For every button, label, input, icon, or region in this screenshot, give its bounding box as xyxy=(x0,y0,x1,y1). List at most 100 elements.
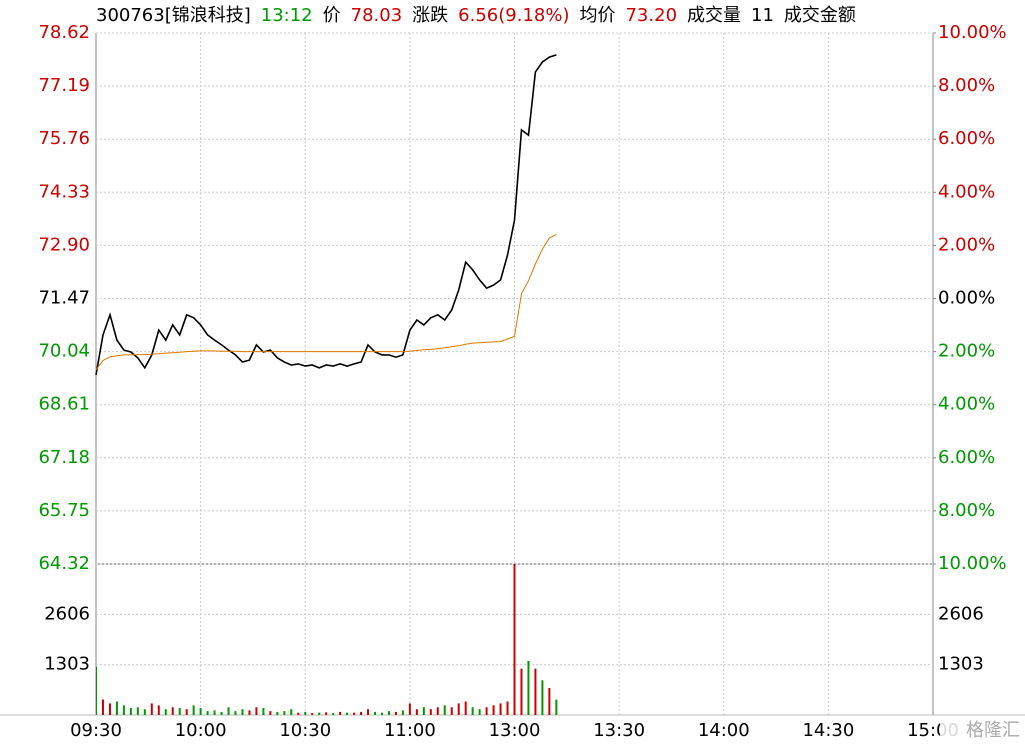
volume-bar xyxy=(115,701,118,715)
volume-bar xyxy=(367,709,370,715)
volume-bar xyxy=(380,712,383,715)
y2-tick-label: 8.00% xyxy=(938,500,995,521)
header-item: 300763[锦浪科技] xyxy=(96,5,251,26)
volume-tick-label: 2606 xyxy=(44,603,90,624)
x-tick-label: 13:00 xyxy=(489,720,541,741)
y-tick-label: 74.33 xyxy=(38,181,90,202)
y-tick-label: 65.75 xyxy=(38,500,90,521)
volume-bar xyxy=(325,712,328,715)
volume-bar xyxy=(269,711,272,715)
x-tick-label: 13:30 xyxy=(593,720,645,741)
volume-bar xyxy=(464,701,467,715)
volume-bar xyxy=(506,701,509,715)
volume-bar xyxy=(206,711,209,715)
volume-bar xyxy=(199,708,202,715)
volume-bar xyxy=(101,699,104,715)
volume-bar xyxy=(129,708,132,715)
volume-bar xyxy=(429,709,432,715)
y-tick-label: 70.04 xyxy=(38,341,90,362)
volume-bar xyxy=(136,707,139,715)
volume-bar xyxy=(408,703,411,715)
volume-bar xyxy=(360,711,363,715)
volume-bar xyxy=(499,703,502,715)
header-item: 6.56(9.18%) xyxy=(458,5,569,26)
header-item: 73.20 xyxy=(625,5,677,26)
volume-bar xyxy=(276,711,279,715)
y-tick-label: 67.18 xyxy=(38,447,90,468)
volume-tick-label: 2606 xyxy=(938,603,984,624)
volume-bar xyxy=(122,705,125,715)
volume-bar xyxy=(318,712,321,715)
volume-bar xyxy=(220,711,223,715)
header-item: 78.03 xyxy=(351,5,403,26)
volume-bar xyxy=(492,705,495,715)
watermark-bg xyxy=(940,718,1025,744)
volume-bar xyxy=(555,699,558,715)
volume-bar xyxy=(234,711,237,715)
volume-bar xyxy=(527,660,530,715)
volume-bar xyxy=(353,712,356,715)
y2-tick-label: 4.00% xyxy=(938,181,995,202)
volume-bar xyxy=(164,709,167,715)
volume-bar xyxy=(171,707,174,715)
volume-bar xyxy=(387,711,390,715)
volume-bar xyxy=(108,703,111,715)
volume-bar xyxy=(297,712,300,715)
x-tick-label: 10:30 xyxy=(279,720,331,741)
volume-bar xyxy=(478,709,481,715)
volume-bar xyxy=(346,712,349,715)
volume-bar xyxy=(213,710,216,715)
header-item: 成交量 xyxy=(687,5,741,26)
y2-tick-label: 10.00% xyxy=(938,553,1007,574)
y2-tick-label: 4.00% xyxy=(938,394,995,415)
header-item: 均价 xyxy=(579,5,615,26)
volume-tick-label: 1303 xyxy=(44,654,90,675)
volume-bar xyxy=(283,711,286,715)
y-tick-label: 72.90 xyxy=(38,234,90,255)
y-tick-label: 75.76 xyxy=(38,128,90,149)
volume-tick-label: 1303 xyxy=(938,654,984,675)
header-item: 13:12 xyxy=(261,5,313,26)
volume-bar xyxy=(262,708,265,715)
volume-bar xyxy=(227,707,230,715)
volume-bars xyxy=(96,564,558,715)
y2-tick-label: 10.00% xyxy=(938,22,1007,43)
volume-bar xyxy=(339,711,342,715)
header-item: 价 xyxy=(323,5,341,26)
x-tick-label: 14:30 xyxy=(802,720,854,741)
y-tick-label: 64.32 xyxy=(38,553,90,574)
header-item: 11 xyxy=(751,5,774,26)
volume-bar xyxy=(192,705,195,715)
volume-bar xyxy=(178,708,181,715)
volume-bar xyxy=(394,711,397,715)
volume-bar xyxy=(241,709,244,715)
price-line xyxy=(95,233,557,371)
volume-bar xyxy=(471,707,474,715)
volume-bar xyxy=(150,703,153,715)
volume-bar xyxy=(143,709,146,715)
price-line xyxy=(95,54,557,376)
volume-bar xyxy=(415,709,418,715)
y2-tick-label: 6.00% xyxy=(938,447,995,468)
y2-tick-label: 8.00% xyxy=(938,75,995,96)
y2-tick-label: 2.00% xyxy=(938,341,995,362)
volume-bar xyxy=(374,711,376,715)
volume-bar xyxy=(485,707,488,715)
volume-bar xyxy=(443,705,446,715)
y2-tick-label: 0.00% xyxy=(938,288,995,309)
volume-bar xyxy=(534,668,537,715)
watermark: 格隆汇 xyxy=(966,720,1020,741)
y2-tick-label: 6.00% xyxy=(938,128,995,149)
volume-bar xyxy=(248,710,251,715)
header-item: 涨跌 xyxy=(412,5,448,26)
y-tick-label: 71.47 xyxy=(38,288,90,309)
x-tick-label: 11:00 xyxy=(384,720,436,741)
x-tick-label: 14:00 xyxy=(698,720,750,741)
y-tick-label: 68.61 xyxy=(38,394,90,415)
volume-bar xyxy=(304,711,307,715)
volume-bar xyxy=(436,707,439,715)
volume-bar xyxy=(457,703,460,715)
